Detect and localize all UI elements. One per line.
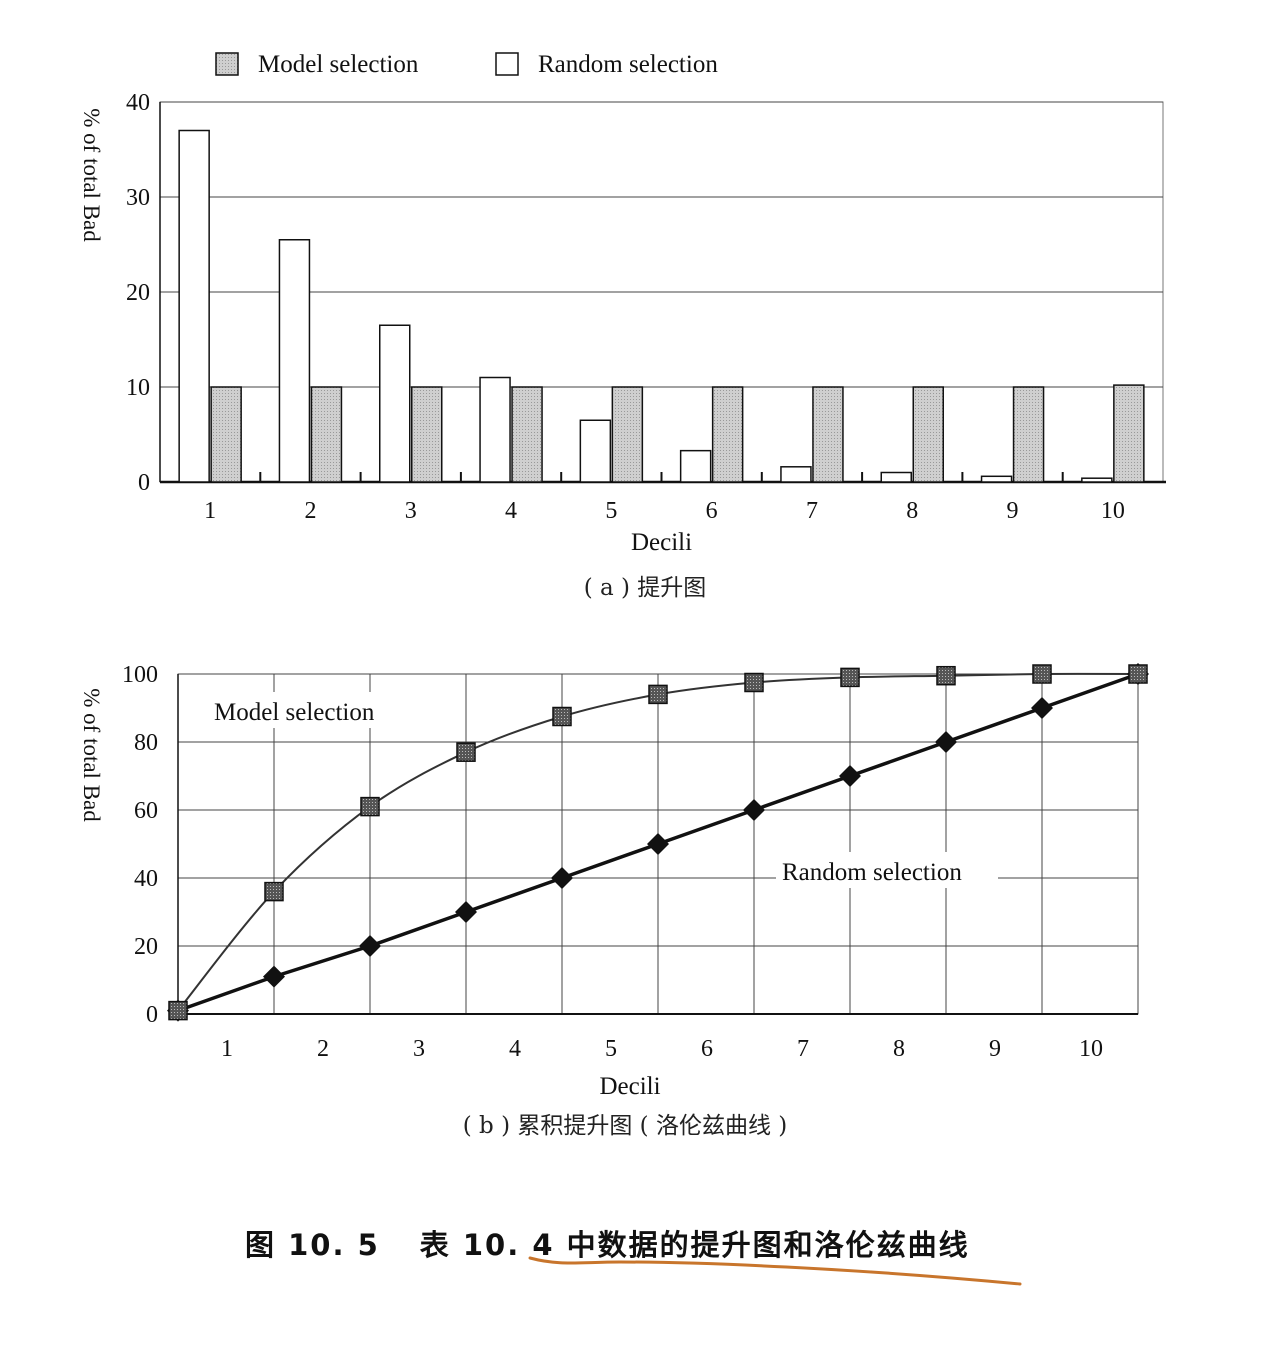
marker-random-selection: [263, 965, 285, 988]
lift-chart-subtitle: ( a ) 提升图: [583, 575, 707, 601]
x-axis-label: Decili: [599, 1073, 660, 1100]
bar-random-selection: [278, 239, 311, 483]
legend-swatch-model: [215, 52, 239, 76]
x-tick-label: 2: [317, 1036, 329, 1062]
marker-model-selection: [1032, 664, 1052, 684]
marker-random-selection: [455, 901, 477, 923]
bar-model-selection: [310, 386, 343, 483]
bar-model-selection: [511, 386, 543, 483]
marker-random-selection: [647, 833, 669, 855]
legend-label-random: Random selection: [538, 51, 718, 78]
bar-model-selection: [812, 386, 844, 483]
marker-model-selection: [648, 684, 668, 705]
x-tick-label: 3: [405, 498, 417, 524]
marker-model-selection: [360, 796, 380, 817]
x-tick-label: 10: [1101, 498, 1125, 524]
y-tick-label: 80: [134, 730, 158, 756]
bar-random-selection: [980, 475, 1013, 483]
y-tick-label: 40: [126, 90, 150, 116]
bar-model-selection: [711, 386, 744, 483]
x-tick-label: 6: [701, 1036, 713, 1062]
marker-model-selection: [456, 742, 476, 762]
y-tick-label: 60: [134, 798, 158, 824]
y-tick-label: 10: [126, 375, 150, 401]
series-line-model-selection: [177, 672, 1139, 1012]
y-tick-label: 0: [138, 470, 150, 496]
legend-swatch-random: [495, 52, 519, 76]
y-axis-label: % of total Bad: [79, 108, 104, 242]
x-tick-label: 5: [605, 498, 617, 524]
marker-random-selection: [551, 867, 573, 889]
marker-model-selection: [264, 881, 284, 902]
bar-model-selection: [411, 386, 443, 483]
cumulative-lift-chart-subtitle: ( b ) 累积提升图 ( 洛伦兹曲线 ): [462, 1113, 788, 1139]
marker-model-selection: [1128, 664, 1148, 684]
annotation-random-selection: Random selection: [782, 859, 962, 886]
y-axis-label: % of total Bad: [79, 688, 104, 822]
x-tick-label: 9: [1007, 498, 1019, 524]
x-tick-label: 3: [413, 1036, 425, 1062]
annotation-model-selection: Model selection: [214, 699, 375, 726]
y-tick-label: 100: [122, 662, 158, 688]
bar-random-selection: [379, 324, 411, 483]
bar-random-selection: [579, 419, 612, 483]
marker-random-selection: [935, 731, 957, 753]
x-tick-label: 8: [906, 498, 918, 524]
bar-random-selection: [679, 449, 712, 483]
marker-model-selection: [840, 667, 860, 688]
x-tick-label: 1: [221, 1036, 233, 1062]
marker-random-selection: [359, 935, 381, 957]
bar-random-selection: [1081, 477, 1113, 483]
x-tick-label: 2: [304, 498, 316, 524]
cumulative-lift-chart: 0 20 40 60 80 100 1 2 3 4 5 6 7 8 9 10 Model selection Ra…: [79, 662, 1149, 1100]
bar-model-selection: [912, 386, 944, 483]
x-tick-label: 7: [797, 1036, 809, 1062]
y-tick-label: 30: [126, 185, 150, 211]
bar-model-selection: [210, 386, 242, 483]
x-tick-label: 4: [505, 498, 517, 524]
table-reference: 表 10. 4: [419, 1228, 555, 1262]
x-tick-label: 9: [989, 1036, 1001, 1062]
bar-random-selection: [178, 129, 210, 483]
figure-number: 图 10. 5: [245, 1228, 380, 1262]
bar-random-selection: [880, 471, 912, 483]
x-tick-label: 6: [706, 498, 718, 524]
marker-random-selection: [839, 765, 861, 787]
lift-chart: 0 10 20 30 40 1 2 3 4 5 6 7 8 9 10 Decili % of total Bad…: [79, 51, 1166, 556]
marker-random-selection: [743, 799, 765, 821]
x-axis-label: Decili: [631, 529, 692, 556]
bar-model-selection: [1012, 386, 1045, 483]
x-tick-label: 7: [806, 498, 818, 524]
bar-model-selection: [1113, 384, 1145, 483]
marker-model-selection: [744, 672, 764, 693]
y-tick-label: 20: [126, 280, 150, 306]
x-tick-label: 10: [1079, 1036, 1103, 1062]
x-tick-label: 8: [893, 1036, 905, 1062]
y-tick-label: 0: [146, 1002, 158, 1028]
x-tick-label: 4: [509, 1036, 521, 1062]
bar-model-selection: [611, 386, 644, 483]
y-tick-label: 40: [134, 866, 158, 892]
x-tick-label: 5: [605, 1036, 617, 1062]
marker-model-selection: [936, 665, 956, 686]
marker-model-selection: [552, 706, 572, 727]
y-tick-label: 20: [134, 934, 158, 960]
marker-random-selection: [1031, 697, 1053, 719]
bar-random-selection: [479, 376, 511, 483]
legend-label-model: Model selection: [258, 51, 419, 78]
caption-text: 中数据的提升图和洛伦兹曲线: [566, 1228, 970, 1262]
marker-model-selection: [168, 1000, 188, 1021]
x-tick-label: 1: [204, 498, 216, 524]
figure-caption: 图 10. 5 表 10. 4 中数据的提升图和洛伦兹曲线: [245, 1222, 970, 1264]
bar-random-selection: [780, 466, 812, 483]
